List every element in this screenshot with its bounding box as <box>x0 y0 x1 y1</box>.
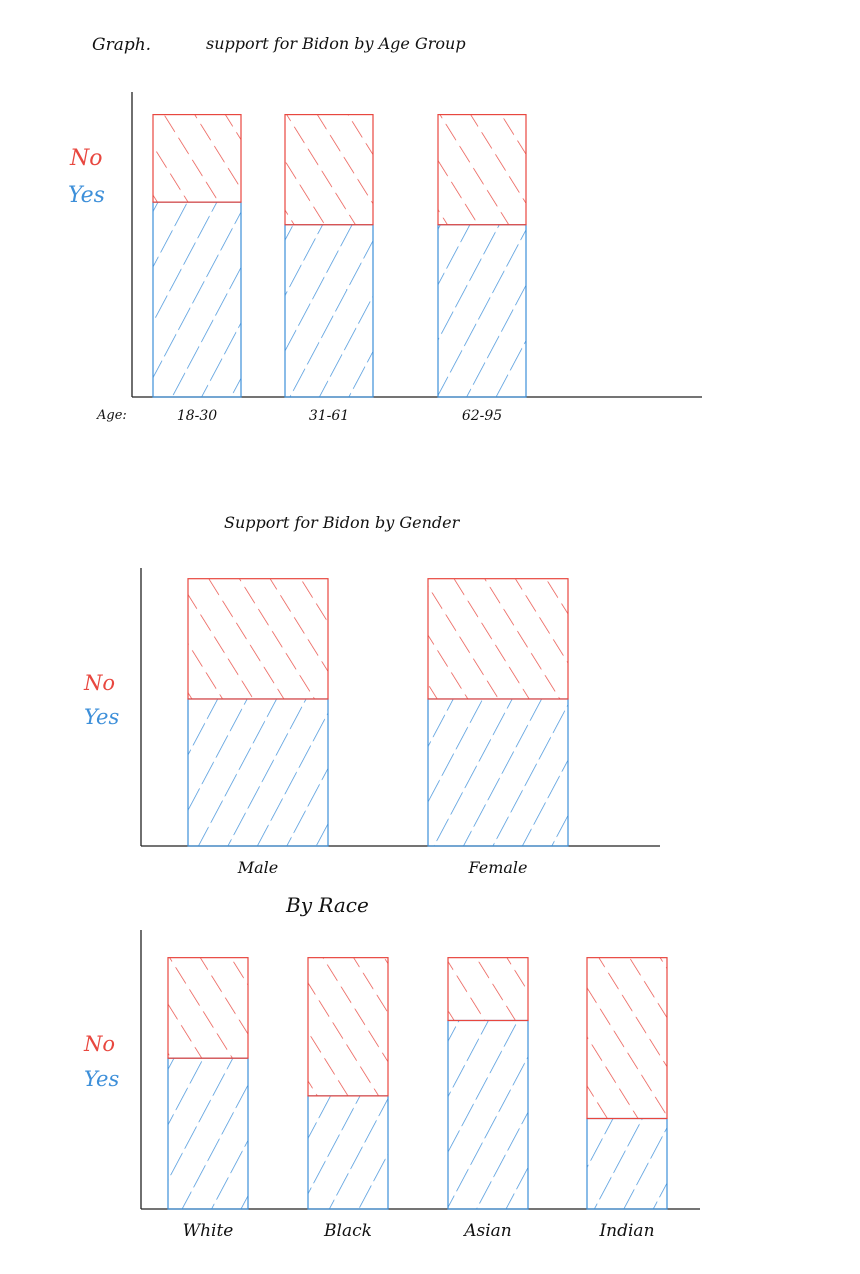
tick-labels-group: 18-30 31-61 62-95 <box>177 408 502 424</box>
tick-label: 62-95 <box>462 408 502 424</box>
bar-yes-62-95 <box>437 224 527 398</box>
bar-no-female <box>427 578 569 700</box>
legend-no-label: No <box>83 1032 115 1056</box>
bar-no-asian <box>447 957 529 1022</box>
legend-no-label: No <box>83 671 115 695</box>
legend-yes-label: Yes <box>68 183 105 208</box>
tick-label: Black <box>323 1221 372 1241</box>
bar-yes-female <box>427 698 569 847</box>
tick-labels-group: Male Female <box>237 858 528 877</box>
tick-label: 31-61 <box>309 408 349 424</box>
tick-label: Male <box>237 858 279 877</box>
bar-no-31-61 <box>284 113 374 226</box>
bars-group <box>152 113 527 398</box>
bar-yes-white <box>167 1057 249 1210</box>
chart-gender: Support for Bidon by Gender No Yes Male F… <box>83 513 660 877</box>
bar-yes-black <box>307 1095 389 1210</box>
bar-yes-indian <box>586 1117 668 1210</box>
tick-label: Indian <box>598 1221 654 1241</box>
legend-no-label: No <box>69 146 103 171</box>
bar-no-male <box>187 578 329 700</box>
tick-label: Asian <box>462 1221 512 1241</box>
bar-yes-18-30 <box>152 201 242 398</box>
chart-age-group: support for Bidon by Age Group No Yes Ag… <box>68 34 702 424</box>
chart-title: support for Bidon by Age Group <box>206 34 466 53</box>
chart-title: Support for Bidon by Gender <box>224 513 461 532</box>
bar-yes-asian <box>447 1019 529 1210</box>
tick-label: White <box>183 1221 234 1241</box>
bar-yes-31-61 <box>284 224 374 398</box>
bar-no-indian <box>586 957 668 1120</box>
bars-group <box>167 957 668 1210</box>
tick-label: Female <box>468 858 528 877</box>
bar-yes-male <box>187 698 329 847</box>
graph-header-label: Graph. <box>92 35 151 55</box>
tick-label: 18-30 <box>177 408 217 424</box>
legend-yes-label: Yes <box>84 705 119 729</box>
bar-no-18-30 <box>152 113 242 203</box>
bar-no-62-95 <box>437 113 527 226</box>
legend-yes-label: Yes <box>84 1067 119 1091</box>
chart-race: By Race No Yes White Black Asian Indian <box>83 893 700 1241</box>
bars-group <box>187 578 569 847</box>
bar-no-white <box>167 957 249 1059</box>
chart-title: By Race <box>285 893 369 917</box>
bar-no-black <box>307 957 389 1097</box>
x-axis-label: Age: <box>96 408 127 423</box>
tick-labels-group: White Black Asian Indian <box>183 1221 655 1241</box>
